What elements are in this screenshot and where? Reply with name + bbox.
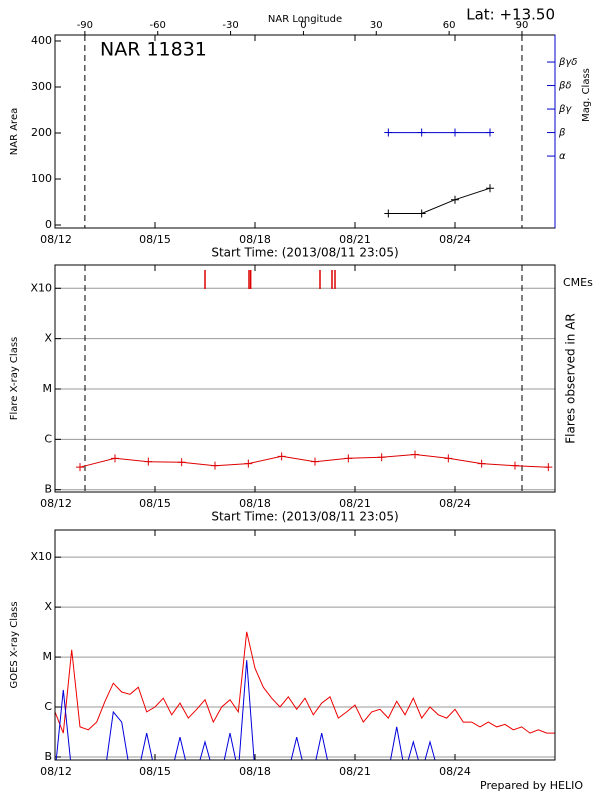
x-tick-label: 08/18 (239, 765, 271, 778)
point-marker (177, 458, 186, 467)
point-marker (76, 463, 84, 472)
x-tick-label: 08/15 (139, 233, 171, 246)
y-tick-label: 0 (45, 218, 52, 231)
point-marker (311, 457, 319, 466)
x-tick-label: 08/18 (239, 497, 271, 510)
y-tick-label: X10 (30, 281, 52, 294)
point-marker (544, 463, 553, 472)
point-marker (511, 461, 519, 470)
point-marker (451, 128, 459, 137)
x-tick-label: 08/24 (439, 765, 471, 778)
point-marker (211, 461, 219, 470)
point-marker (486, 128, 494, 137)
y-tick-label: B (44, 483, 52, 496)
y-axis-title: Flare X-ray Class (9, 337, 20, 421)
point-marker (417, 209, 426, 218)
y-tick-label: X10 (30, 550, 52, 563)
point-marker (411, 450, 419, 459)
y-tick-label: M (43, 382, 53, 395)
y-tick-label: 100 (31, 172, 52, 185)
point-marker (451, 195, 459, 204)
point-marker (111, 454, 119, 463)
series-line (55, 631, 555, 734)
point-marker (244, 459, 253, 468)
x2-tick-label: -90 (77, 20, 93, 31)
x2-tick-label: -30 (222, 20, 238, 31)
x2-tick-label: 90 (516, 20, 529, 31)
y2-tick-label: βγ (558, 104, 572, 115)
y2-tick-label: α (559, 151, 566, 162)
point-marker (384, 128, 393, 137)
y2-axis-title: Mag. Class (581, 68, 592, 122)
point-marker (377, 453, 386, 462)
x-tick-label: 08/24 (439, 233, 471, 246)
series-line (388, 187, 491, 214)
panel: B C M X X10 08/12 08/15 08/18 08/21 08/24 GOES X-r… (9, 529, 556, 778)
x-tick-label: 08/21 (339, 765, 371, 778)
point-marker (486, 184, 494, 193)
footer: Prepared by HELIO (480, 779, 583, 792)
y2-tick-label: βδ (558, 81, 572, 92)
y2-axis-title: Flares observed in AR (564, 313, 578, 443)
x2-tick-label: 30 (370, 20, 383, 31)
x2-tick-label: 0 (300, 20, 306, 31)
x-tick-label: 08/15 (139, 765, 171, 778)
y-axis-title: GOES X-ray Class (9, 601, 20, 688)
y-tick-label: 400 (31, 34, 52, 47)
point-marker (344, 454, 353, 463)
plot-frame (54, 529, 556, 761)
point-marker (477, 459, 486, 468)
y-tick-label: 300 (31, 80, 52, 93)
x-tick-label: 08/21 (339, 497, 371, 510)
x2-tick-label: 60 (443, 20, 456, 31)
plot-frame (54, 264, 556, 493)
chart-title: NAR 11831 (100, 39, 207, 61)
y-tick-label: M (43, 650, 53, 663)
y-tick-label: 200 (31, 126, 52, 139)
y-tick-label: C (44, 432, 52, 445)
y-axis-title: NAR Area (9, 108, 20, 155)
x-tick-label: 08/12 (40, 765, 72, 778)
cme-label: CMEs (563, 276, 593, 289)
x-tick-label: 08/12 (40, 233, 72, 246)
y2-tick-label: β (558, 128, 566, 139)
y2-tick-label: βγδ (558, 57, 577, 68)
x-tick-label: 08/15 (139, 497, 171, 510)
x-tick-label: 08/12 (40, 497, 72, 510)
x-tick-label: 08/18 (239, 233, 271, 246)
annotation: Lat: +13.50 (466, 6, 555, 24)
point-marker (144, 457, 153, 466)
x-tick-label: 08/24 (439, 497, 471, 510)
x-axis-title: Start Time: (2013/08/11 23:05) (211, 246, 398, 260)
point-marker (384, 209, 393, 218)
x-axis-title: Start Time: (2013/08/11 23:05) (211, 510, 398, 524)
x2-axis-title: NAR Longitude (268, 14, 342, 25)
y-tick-label: X (44, 600, 52, 613)
x-tick-label: 08/21 (339, 233, 371, 246)
point-marker (417, 128, 426, 137)
y-tick-label: X (44, 332, 52, 345)
y-tick-label: C (44, 700, 52, 713)
panel: B C M X X10 08/12 08/15 08/18 08/21 08/24 Flare X-… (9, 264, 593, 524)
point-marker (444, 454, 453, 463)
x2-tick-label: -60 (150, 20, 166, 31)
point-marker (277, 452, 286, 461)
y-tick-label: B (44, 750, 52, 763)
